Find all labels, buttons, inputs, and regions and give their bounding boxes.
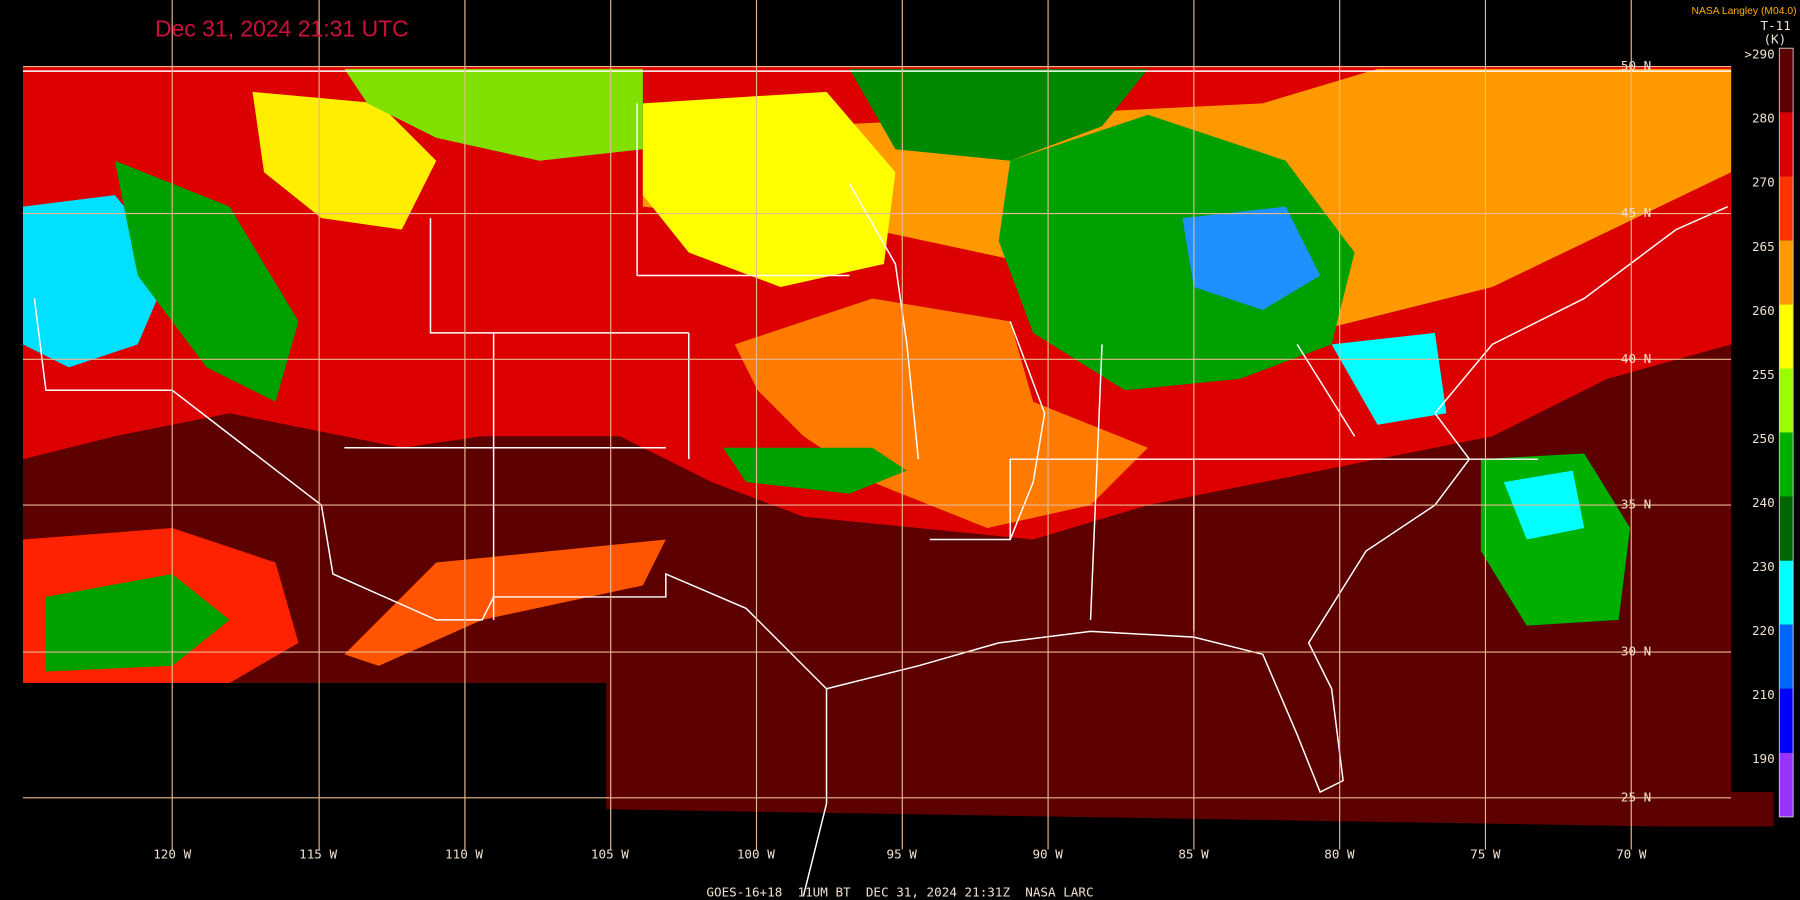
cloud-blue — [1182, 206, 1321, 310]
colorbar-segment — [1779, 368, 1794, 433]
colorbar-label: 250 — [1752, 431, 1775, 446]
product: T-11 — [1760, 18, 1790, 33]
colorbar-label: 190 — [1752, 751, 1775, 766]
latitude-label: 45 N — [1621, 205, 1651, 220]
latitude-label: 40 N — [1621, 351, 1651, 366]
colorbar-segment — [1779, 752, 1794, 817]
colorbar-label: 260 — [1752, 303, 1775, 318]
latitude-labels: 50 N 45 N 40 N 35 N 30 N 25 N — [1621, 58, 1651, 804]
cloud-green-6 — [723, 447, 907, 494]
colorbar-label: 255 — [1752, 367, 1775, 382]
longitude-lines — [171, 0, 1632, 850]
colorbar-segment — [1779, 176, 1794, 241]
longitude-label: 75 W — [1470, 847, 1501, 862]
colorbar-segment — [1779, 48, 1794, 113]
unit: (K) — [1763, 32, 1786, 47]
colorbar-frame — [1778, 47, 1794, 818]
colorbar-segment — [1779, 112, 1794, 177]
colorbar: >290 280 270 265 260 255 250 240 230 220 210 190 — [1744, 47, 1794, 818]
longitude-labels: 120 W 115 W 110 W 105 W 100 W 95 W 90 W 85 W 80 … — [153, 847, 1647, 862]
latitude-label: 50 N — [1621, 58, 1651, 73]
cloud-green-4 — [45, 573, 230, 672]
colorbar-segment — [1779, 432, 1794, 497]
longitude-label: 90 W — [1032, 847, 1063, 862]
latitude-lines — [22, 66, 1732, 799]
imagery — [22, 66, 1774, 827]
cloud-yellow — [642, 91, 896, 287]
colorbar-label: 210 — [1752, 687, 1775, 702]
latitude-label: 30 N — [1621, 644, 1651, 659]
longitude-label: 95 W — [887, 847, 918, 862]
cloud-orange-2 — [734, 298, 1148, 529]
longitude-label: 115 W — [299, 847, 337, 862]
cloud-green-2 — [998, 114, 1355, 391]
colorbar-segment — [1779, 624, 1794, 689]
cloud-dark-green — [849, 68, 1148, 161]
colorbar-segment — [1779, 560, 1794, 625]
border-line — [826, 205, 1728, 794]
cloud-cyan — [1331, 332, 1447, 425]
graticule — [22, 0, 1732, 850]
colorbar-segment — [1779, 688, 1794, 753]
timestamp: Dec 31, 2024 21:31 UTC — [155, 16, 409, 42]
longitude-label: 85 W — [1178, 847, 1209, 862]
border-line — [33, 298, 828, 896]
colorbar-label: 230 — [1752, 559, 1775, 574]
colorbar-segment — [1779, 240, 1794, 305]
cloud-band — [344, 539, 666, 666]
latitude-label: 35 N — [1621, 497, 1651, 512]
colorbar-segment — [1779, 304, 1794, 369]
longitude-label: 110 W — [445, 847, 483, 862]
colorbar-label: 270 — [1752, 175, 1775, 190]
credit: NASA Langley (M04.0) — [1691, 6, 1796, 17]
longitude-label: 105 W — [591, 847, 629, 862]
cloud-yellow-2 — [252, 91, 437, 230]
cloud-green-3 — [114, 160, 299, 402]
state-lines — [848, 183, 1356, 632]
borders — [22, 70, 1732, 896]
longitude-label: 80 W — [1324, 847, 1355, 862]
colorbar-label: 280 — [1752, 111, 1775, 126]
colorbar-label: >290 — [1744, 47, 1774, 62]
longitude-label: 70 W — [1616, 847, 1647, 862]
colorbar-segment — [1779, 496, 1794, 561]
colorbar-label: 265 — [1752, 239, 1775, 254]
longitude-label: 100 W — [737, 847, 775, 862]
colorbar-label: 220 — [1752, 623, 1775, 638]
cloud-green — [344, 68, 643, 161]
colorbar-label: 240 — [1752, 495, 1775, 510]
longitude-label: 120 W — [153, 847, 191, 862]
latitude-label: 25 N — [1621, 789, 1651, 804]
footer: GOES-16+18 11UM BT DEC 31, 2024 21:31Z N… — [706, 885, 1093, 900]
